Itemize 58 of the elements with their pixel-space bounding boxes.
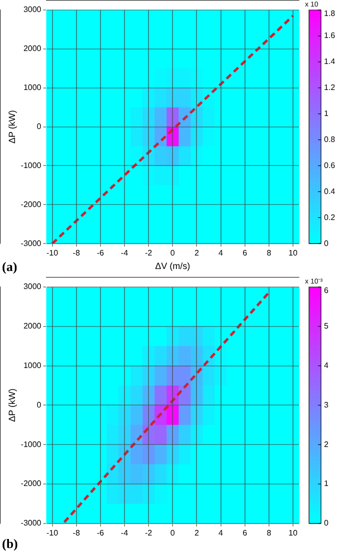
color-bar-label: 6 [324,286,329,296]
x-tick-label: 8 [266,248,272,258]
x-tick-label: 10 [288,528,298,538]
x-tick-label: 0 [170,528,176,538]
color-bar-label: 5 [324,322,329,331]
color-bar-label: 1.8 [324,9,336,18]
y-tick-label: 2000 [23,44,42,54]
x-tick-label: 6 [242,248,248,258]
x-tick-label: 2 [194,248,200,258]
y-tick-label: 1000 [23,83,42,92]
x-tick-label: 2 [194,528,200,538]
x-tick-label: -8 [72,248,80,258]
y-tick-label: 3000 [23,282,42,292]
x-tick-label: -10 [46,248,59,258]
y-tick-label: -1000 [20,440,42,449]
y-tick-label: -2000 [20,479,42,488]
y-tick-label: -1000 [20,160,42,170]
y-tick-label: 3000 [23,5,42,14]
x-tick-label: 0 [170,248,176,258]
y-axis-title: ΔP (kW) [6,110,17,144]
color-bar-label: 4 [324,361,329,370]
x-tick-label: -8 [72,528,80,538]
color-bar-label: 1.6 [324,31,336,40]
color-bar-label: 0.6 [324,160,336,170]
y-tick-label: -3000 [20,518,42,528]
x-tick-label: 10 [288,248,298,258]
color-bar-label: 0.2 [324,212,336,222]
x-tick-label: 4 [218,248,224,258]
y-tick-label: 2000 [23,322,42,331]
y-tick-label: 0 [36,400,42,410]
color-bar-label: 0.4 [324,186,336,196]
color-bar-label: 1.4 [324,57,336,66]
color-bar-label: 1.2 [324,83,336,92]
y-tick-label: -3000 [20,238,42,248]
x-tick-label: -4 [120,248,129,258]
x-axis-title: ΔV (m/s) [155,261,190,272]
x-tick-label: 8 [266,528,272,538]
y-tick-label: 0 [36,122,42,132]
x-tick-label: 4 [218,528,224,538]
y-tick-label: 1000 [23,361,42,370]
x-tick-label: -6 [96,528,105,538]
color-bar-label: 3 [324,400,329,410]
x-tick-label: -6 [96,248,105,258]
color-bar-label: 0.8 [324,134,336,144]
y-axis-title: ΔP (kW) [6,388,17,422]
x-tick-label: -2 [145,528,153,538]
x-tick-label: -4 [120,528,129,538]
color-bar-label: 0 [324,238,329,248]
x-tick-label: 6 [242,528,248,538]
color-bar-label: 2 [324,440,329,449]
text: (a) [2,259,18,275]
x-tick-label: -2 [145,248,153,258]
x-tick-label: -10 [46,528,59,538]
color-bar-label: 0 [324,518,329,528]
color-bar-label: 1 [324,109,329,118]
color-bar-label: 1 [324,479,329,488]
text: (b) [2,536,18,552]
y-tick-label: -2000 [20,200,42,209]
